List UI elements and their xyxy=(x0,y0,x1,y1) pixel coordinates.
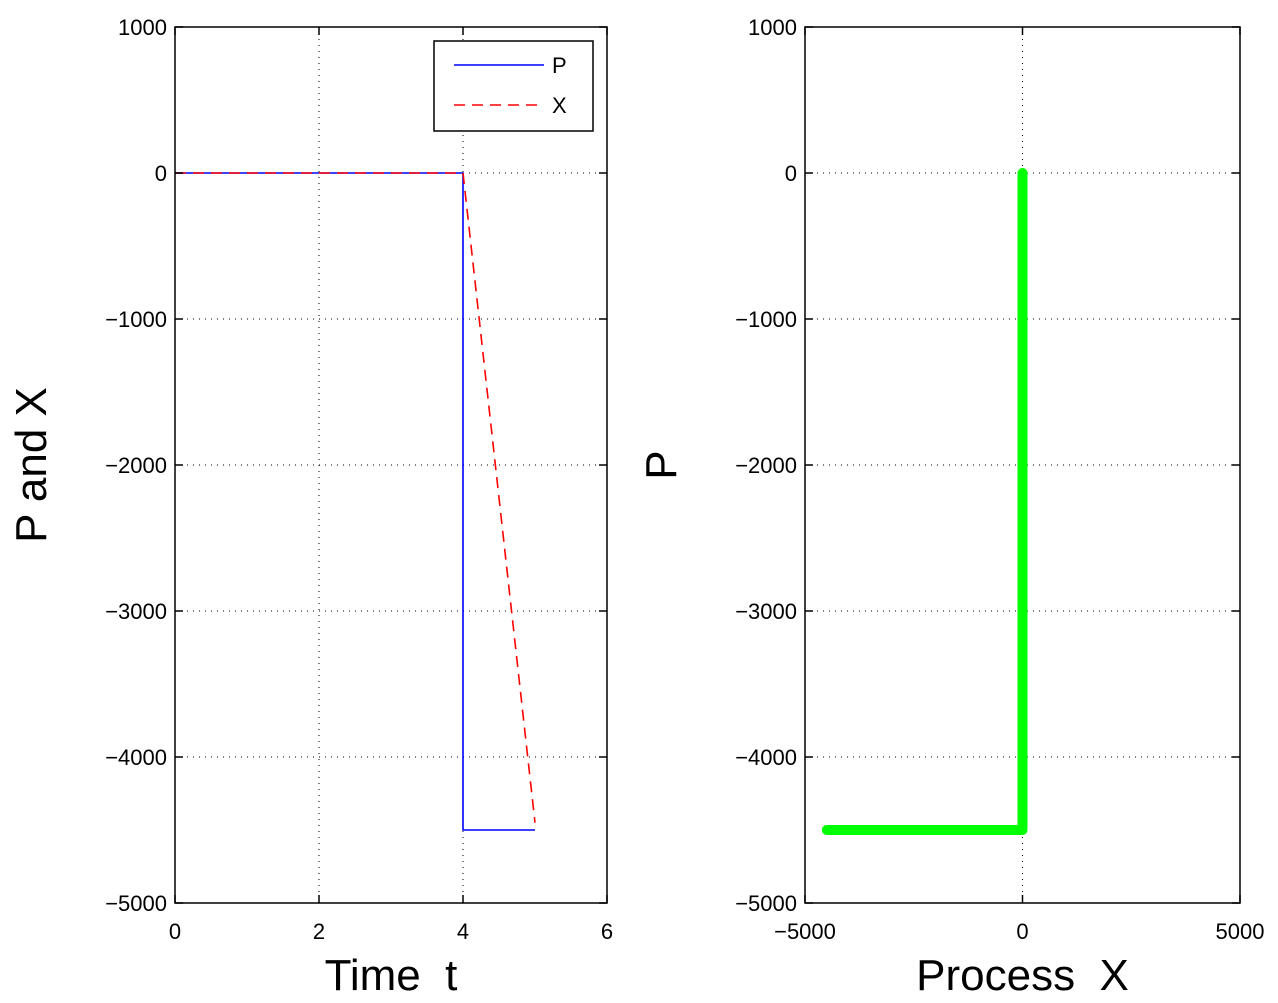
y-tick-label: −3000 xyxy=(735,599,797,624)
right-chart: 1000 0 −1000 −2000 −3000 −4000 −5000 −5000 0 5000… xyxy=(637,15,1265,1000)
x-tick-label: 0 xyxy=(169,919,181,944)
y-tick-label: −2000 xyxy=(105,453,167,478)
y-tick-label: −5000 xyxy=(735,891,797,916)
x-tick-label: 4 xyxy=(457,919,469,944)
x-tick-label: 0 xyxy=(1016,919,1028,944)
y-axis-label: P xyxy=(637,450,686,479)
legend: PX xyxy=(433,40,594,132)
x-tick-label: 2 xyxy=(313,919,325,944)
y-tick-label: −4000 xyxy=(105,745,167,770)
x-tick-label: 6 xyxy=(601,919,613,944)
x-axis-label: Process X xyxy=(916,951,1129,998)
y-tick-label: −3000 xyxy=(105,599,167,624)
legend-label-p: P xyxy=(552,53,567,78)
y-axis-label: P and X xyxy=(7,387,56,543)
series-line-p xyxy=(175,172,535,831)
series-line-x xyxy=(175,172,536,823)
x-tick-label: −5000 xyxy=(774,919,836,944)
x-axis-label: Time t xyxy=(325,951,458,998)
y-tick-label: 0 xyxy=(785,161,797,186)
y-tick-label: −1000 xyxy=(735,307,797,332)
y-tick-label: −1000 xyxy=(105,307,167,332)
y-tick-label: −4000 xyxy=(735,745,797,770)
y-tick-label: −2000 xyxy=(735,453,797,478)
y-tick-label: 0 xyxy=(155,161,167,186)
series-line-p-vs-x xyxy=(821,168,1028,835)
x-tick-label: 5000 xyxy=(1216,919,1265,944)
legend-box xyxy=(433,40,594,132)
y-tick-label: 1000 xyxy=(118,15,167,40)
y-tick-label: 1000 xyxy=(748,15,797,40)
y-tick-label: −5000 xyxy=(105,891,167,916)
legend-label-x: X xyxy=(552,93,567,118)
